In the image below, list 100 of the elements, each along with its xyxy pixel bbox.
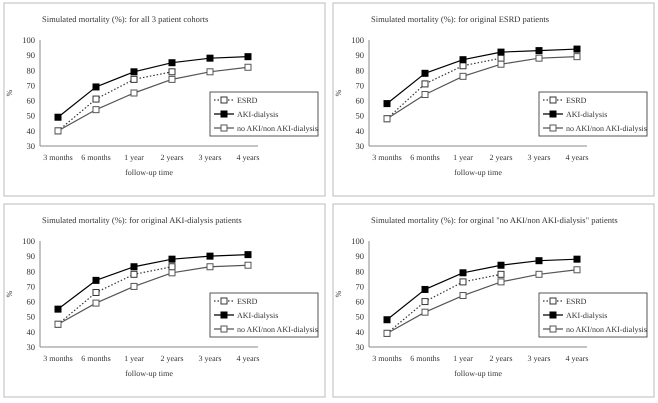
y-tick-label: 50 <box>356 110 364 121</box>
legend-label: ESRD <box>566 96 587 105</box>
point <box>168 263 176 270</box>
x-tick-label: 4 years <box>566 153 588 162</box>
x-tick-label: 3 years <box>198 153 222 162</box>
x-tick-label: 2 years <box>160 153 184 162</box>
point <box>460 278 466 286</box>
point <box>422 308 428 316</box>
legend-label: ESRD <box>566 296 587 306</box>
x-tick-label: 3 months <box>43 153 73 162</box>
y-tick-label: 60 <box>26 96 35 106</box>
point <box>498 60 504 68</box>
x-tick-label: 6 months <box>81 354 111 363</box>
legend-label: no AKI/non AKI-dialysis <box>237 324 318 334</box>
y-tick-label: 40 <box>356 126 364 136</box>
point <box>574 53 580 60</box>
x-tick-label: 1 year <box>453 153 474 162</box>
x-tick-label: 4 years <box>566 354 588 363</box>
point <box>498 270 504 278</box>
x-tick-label: 4 years <box>236 153 260 162</box>
y-tick-label: 60 <box>26 296 35 307</box>
point <box>130 68 138 76</box>
point <box>244 262 252 269</box>
x-tick-label: 3 years <box>198 354 222 363</box>
y-tick-label: 40 <box>356 326 364 337</box>
legend-label: no AKI/non AKI-dialysis <box>237 124 318 133</box>
y-tick-label: 90 <box>356 251 364 262</box>
y-tick-label: 80 <box>356 266 364 276</box>
x-axis-title: follow-up time <box>454 168 502 177</box>
x-tick-label: 3 months <box>372 354 402 363</box>
point <box>168 256 176 263</box>
y-tick-label: 90 <box>356 50 364 60</box>
point <box>422 298 428 306</box>
x-tick-label: 1 year <box>453 354 474 363</box>
point <box>54 114 62 121</box>
point <box>130 263 138 270</box>
point <box>498 48 504 56</box>
point <box>130 282 138 290</box>
y-axis-title: % <box>5 89 14 96</box>
point <box>536 54 542 62</box>
y-tick-label: 30 <box>356 342 364 352</box>
y-tick-label: 80 <box>26 65 35 76</box>
point <box>244 64 252 71</box>
point <box>130 76 138 83</box>
point <box>384 100 390 108</box>
y-tick-label: 80 <box>356 65 364 76</box>
y-tick-label: 100 <box>22 34 35 45</box>
point <box>168 76 176 83</box>
legend-label: AKI-dialysis <box>566 110 608 119</box>
point <box>460 56 466 64</box>
point <box>384 316 390 324</box>
y-tick-label: 50 <box>26 110 35 121</box>
y-tick-label: 90 <box>26 251 35 262</box>
point <box>244 251 252 258</box>
x-tick-label: 6 months <box>81 153 111 162</box>
point <box>92 106 100 114</box>
y-axis-title: % <box>334 89 343 96</box>
legend-label: AKI-dialysis <box>237 310 278 320</box>
point <box>54 306 62 313</box>
point <box>536 47 542 54</box>
x-tick-label: 2 years <box>160 354 184 363</box>
point <box>460 292 466 300</box>
point <box>574 256 580 263</box>
y-tick-label: 50 <box>356 312 364 322</box>
point <box>574 266 580 274</box>
x-tick-label: 1 year <box>124 153 144 162</box>
point <box>92 276 100 284</box>
legend-label: no AKI/non AKI-dialysis <box>566 324 647 334</box>
point <box>460 269 466 276</box>
legend-label: no AKI/non AKI-dialysis <box>566 124 647 133</box>
legend-label: ESRD <box>237 296 258 306</box>
legend-label: AKI-dialysis <box>237 110 278 119</box>
point <box>168 59 176 66</box>
y-tick-label: 30 <box>26 342 35 352</box>
point <box>422 91 428 98</box>
x-axis-title: follow-up time <box>454 369 502 378</box>
y-axis-title: % <box>5 290 14 298</box>
point <box>422 80 428 88</box>
point <box>536 257 542 264</box>
y-tick-label: 50 <box>26 312 35 322</box>
y-tick-label: 60 <box>356 96 364 106</box>
y-tick-label: 100 <box>351 34 364 45</box>
y-tick-label: 100 <box>22 236 35 246</box>
x-tick-label: 6 months <box>410 354 440 363</box>
chart-title: Simulated mortality (%): for original ESRD patients <box>371 14 549 24</box>
point <box>168 269 176 276</box>
point <box>206 54 214 62</box>
point <box>206 68 214 76</box>
point <box>460 72 466 80</box>
point <box>244 53 252 60</box>
y-tick-label: 60 <box>356 296 364 307</box>
chart-title: Simulated mortality (%): for original AKI-dialysis patients <box>42 215 242 225</box>
y-tick-label: 80 <box>26 266 35 276</box>
point <box>536 270 542 278</box>
y-tick-label: 40 <box>26 326 35 337</box>
chart-title: Simulated mortality (%): for all 3 patient cohorts <box>42 14 208 24</box>
point <box>92 300 100 307</box>
x-tick-label: 3 years <box>528 153 550 162</box>
x-tick-label: 3 years <box>528 354 550 363</box>
x-tick-label: 2 years <box>490 153 512 162</box>
